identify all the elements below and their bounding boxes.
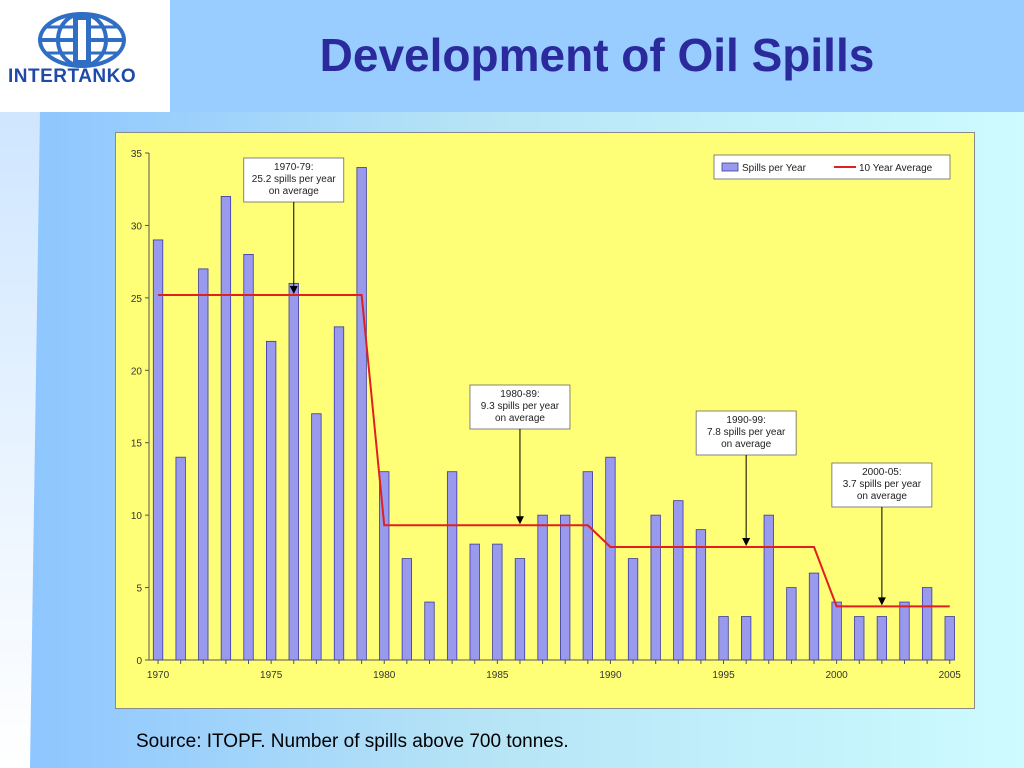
bar-2002: [876, 616, 888, 661]
legend-swatch-bars: [721, 162, 739, 172]
bar-1987: [537, 514, 548, 661]
x-tick-label: 1980: [373, 670, 396, 681]
globe-icon: [38, 12, 126, 68]
y-tick-label: 25: [131, 294, 143, 305]
bar-1973: [220, 196, 232, 661]
bar-1980: [379, 471, 390, 661]
logo: INTERTANKO: [0, 0, 170, 112]
annotation-text: on average: [269, 186, 319, 197]
chart-frame: 0 5 10 15 20 25 30 35 1970 1975 1980 1985 1990 1995 20…: [115, 132, 975, 709]
logo-text: INTERTANKO: [8, 66, 137, 87]
bar-1996: [741, 616, 752, 661]
y-tick-label: 0: [136, 656, 142, 667]
bar-1989: [582, 471, 593, 661]
bar-2003: [899, 601, 910, 661]
bar-1998: [786, 587, 797, 661]
bar-1986: [514, 558, 526, 661]
bar-1977: [311, 413, 322, 661]
y-tick-label: 30: [131, 221, 143, 232]
header-band: [170, 0, 1024, 112]
bar-1991: [627, 558, 639, 661]
legend-label-line: 10 Year Average: [859, 163, 933, 174]
x-tick-label: 1990: [599, 670, 622, 681]
bar-1995: [718, 616, 729, 661]
annotation-arrowhead: [289, 285, 298, 294]
annotation-box: [695, 410, 797, 456]
y-tick-label: 35: [131, 149, 143, 160]
x-tick-label: 1995: [712, 670, 735, 681]
x-tick-label: 1975: [260, 670, 283, 681]
bar-1974: [243, 254, 254, 661]
x-tick-label: 1970: [147, 670, 170, 681]
annotation-arrowhead: [515, 516, 524, 525]
bar-1993: [673, 500, 684, 661]
annotation-text: 25.2 spills per year: [252, 174, 337, 185]
bar-1983: [446, 471, 458, 661]
ten-year-average-line: [158, 293, 950, 608]
bar-1970: [152, 239, 164, 661]
bar-1971: [175, 456, 186, 661]
bar-1981: [401, 558, 413, 661]
bar-1988: [560, 514, 571, 661]
legend-box: [713, 154, 951, 180]
bar-2000: [831, 601, 842, 661]
bar-1997: [763, 514, 774, 661]
bar-1994: [695, 529, 707, 661]
y-tick-label: 20: [131, 366, 143, 377]
annotation-text: 7.8 spills per year: [707, 427, 786, 438]
bar-2005: [944, 616, 955, 661]
annotation-text: 1970-79:: [274, 162, 313, 173]
source-note: Source: ITOPF. Number of spills above 70…: [136, 731, 569, 752]
annotation-arrowhead: [877, 597, 886, 606]
legend-label-bars: Spills per Year: [742, 163, 807, 174]
y-tick-label: 10: [131, 511, 143, 522]
bar-1972: [198, 268, 209, 661]
bar-1976: [288, 282, 299, 661]
bar-1982: [424, 601, 435, 661]
bar-2001: [854, 616, 865, 661]
annotation-text: on average: [857, 491, 907, 502]
bar-2004: [921, 587, 933, 661]
bar-1978: [333, 326, 345, 661]
annotation-text: on average: [721, 439, 771, 450]
annotation-text: 1980-89:: [500, 389, 539, 400]
annotation-arrowhead: [742, 538, 751, 547]
x-tick-label: 2005: [939, 670, 962, 681]
bar-1975: [265, 340, 277, 661]
annotation-box: [831, 462, 933, 508]
annotation-text: 9.3 spills per year: [481, 401, 560, 412]
annotation-text: 1990-99:: [726, 415, 765, 426]
bar-1979: [356, 167, 367, 661]
bar-1990: [605, 456, 616, 661]
annotation-text: 2000-05:: [862, 467, 901, 478]
x-tick-label: 2000: [826, 670, 849, 681]
y-tick-label: 15: [131, 439, 143, 450]
page-title: Development of Oil Spills: [319, 29, 875, 81]
oil-spills-chart: 0 5 10 15 20 25 30 35 1970 1975 1980 1985 1990 1995 20…: [131, 149, 962, 681]
bar-1999: [808, 572, 820, 661]
x-tick-label: 1985: [486, 670, 509, 681]
annotation-text: on average: [495, 413, 545, 424]
bar-1984: [469, 543, 480, 661]
y-tick-label: 5: [136, 584, 142, 595]
annotation-text: 3.7 spills per year: [843, 479, 922, 490]
bar-1985: [492, 543, 503, 661]
bar-1992: [650, 514, 661, 661]
